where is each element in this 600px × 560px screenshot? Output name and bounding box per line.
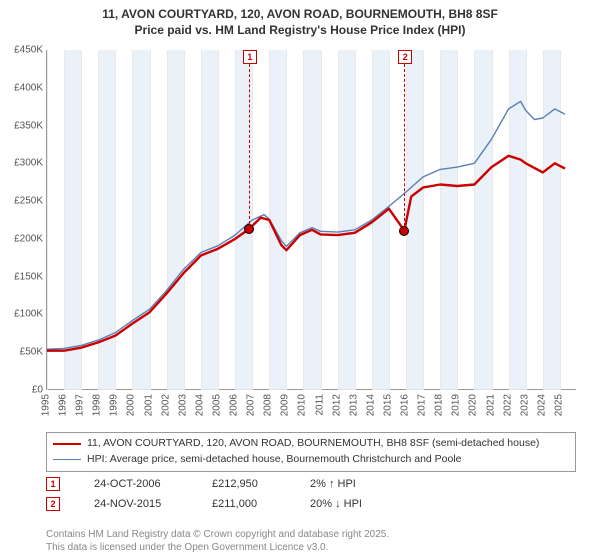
marker-line xyxy=(249,64,250,229)
y-tick-label: £50K xyxy=(1,347,43,358)
x-tick-label: 2010 xyxy=(297,394,308,416)
x-tick-label: 2023 xyxy=(519,394,530,416)
y-tick-label: £250K xyxy=(1,196,43,207)
title-line-2: Price paid vs. HM Land Registry's House … xyxy=(0,22,600,38)
x-tick-label: 2015 xyxy=(382,394,393,416)
y-tick-label: £350K xyxy=(1,120,43,131)
x-tick-label: 1999 xyxy=(109,394,120,416)
x-tick-label: 2024 xyxy=(536,394,547,416)
x-tick-label: 1998 xyxy=(92,394,103,416)
x-tick-label: 2000 xyxy=(126,394,137,416)
marker-line xyxy=(404,64,405,231)
legend-swatch xyxy=(53,443,81,445)
series-property xyxy=(47,156,565,351)
sale-delta: 2% ↑ HPI xyxy=(310,478,430,490)
x-tick-label: 2013 xyxy=(348,394,359,416)
x-tick-label: 2005 xyxy=(211,394,222,416)
x-tick-label: 2020 xyxy=(468,394,479,416)
marker-label: 1 xyxy=(243,50,257,64)
y-tick-label: £150K xyxy=(1,271,43,282)
footer: Contains HM Land Registry data © Crown c… xyxy=(46,528,576,554)
x-tick-label: 2016 xyxy=(400,394,411,416)
x-tick-label: 2018 xyxy=(434,394,445,416)
line-layer xyxy=(47,50,577,390)
x-tick-label: 2011 xyxy=(314,394,325,416)
legend: 11, AVON COURTYARD, 120, AVON ROAD, BOUR… xyxy=(46,432,576,472)
y-tick-label: £300K xyxy=(1,158,43,169)
series-hpi xyxy=(47,101,565,349)
footer-line-1: Contains HM Land Registry data © Crown c… xyxy=(46,528,576,541)
x-tick-label: 2004 xyxy=(194,394,205,416)
x-tick-label: 1995 xyxy=(41,394,52,416)
legend-label: HPI: Average price, semi-detached house,… xyxy=(87,452,462,468)
y-tick-label: £400K xyxy=(1,82,43,93)
x-tick-label: 2002 xyxy=(160,394,171,416)
chart-container: { "title_line1": "11, AVON COURTYARD, 12… xyxy=(0,0,600,560)
x-tick-label: 2008 xyxy=(263,394,274,416)
sales-table: 1 24-OCT-2006 £212,950 2% ↑ HPI 2 24-NOV-2015… xyxy=(46,474,576,514)
sale-date: 24-OCT-2006 xyxy=(94,478,194,490)
x-tick-label: 2009 xyxy=(280,394,291,416)
x-tick-label: 2025 xyxy=(553,394,564,416)
x-tick-label: 1996 xyxy=(58,394,69,416)
sale-marker: 2 xyxy=(46,497,60,511)
plot-area: £0£50K£100K£150K£200K£250K£300K£350K£400… xyxy=(46,50,576,390)
x-tick-label: 2003 xyxy=(177,394,188,416)
y-tick-label: £450K xyxy=(1,45,43,56)
sale-price: £212,950 xyxy=(212,478,292,490)
sale-date: 24-NOV-2015 xyxy=(94,498,194,510)
marker-dot xyxy=(399,226,409,236)
x-tick-label: 1997 xyxy=(75,394,86,416)
legend-item: HPI: Average price, semi-detached house,… xyxy=(53,452,569,468)
chart-area: £0£50K£100K£150K£200K£250K£300K£350K£400… xyxy=(46,50,576,420)
sale-delta: 20% ↓ HPI xyxy=(310,498,430,510)
legend-item: 11, AVON COURTYARD, 120, AVON ROAD, BOUR… xyxy=(53,436,569,452)
x-tick-label: 2006 xyxy=(229,394,240,416)
sale-row: 1 24-OCT-2006 £212,950 2% ↑ HPI xyxy=(46,474,576,494)
y-tick-label: £100K xyxy=(1,309,43,320)
x-tick-label: 2017 xyxy=(417,394,428,416)
x-tick-label: 2007 xyxy=(246,394,257,416)
sale-price: £211,000 xyxy=(212,498,292,510)
marker-dot xyxy=(244,224,254,234)
x-tick-label: 2012 xyxy=(331,394,342,416)
x-tick-label: 2019 xyxy=(451,394,462,416)
sale-row: 2 24-NOV-2015 £211,000 20% ↓ HPI xyxy=(46,494,576,514)
y-tick-label: £200K xyxy=(1,233,43,244)
title-line-1: 11, AVON COURTYARD, 120, AVON ROAD, BOUR… xyxy=(0,6,600,22)
x-tick-label: 2022 xyxy=(502,394,513,416)
chart-title: 11, AVON COURTYARD, 120, AVON ROAD, BOUR… xyxy=(0,0,600,38)
sale-marker: 1 xyxy=(46,477,60,491)
x-tick-label: 2014 xyxy=(365,394,376,416)
legend-swatch xyxy=(53,459,81,460)
marker-label: 2 xyxy=(398,50,412,64)
x-tick-label: 2021 xyxy=(485,394,496,416)
x-tick-label: 2001 xyxy=(143,394,154,416)
y-tick-label: £0 xyxy=(1,385,43,396)
legend-label: 11, AVON COURTYARD, 120, AVON ROAD, BOUR… xyxy=(87,436,539,452)
footer-line-2: This data is licensed under the Open Gov… xyxy=(46,541,576,554)
